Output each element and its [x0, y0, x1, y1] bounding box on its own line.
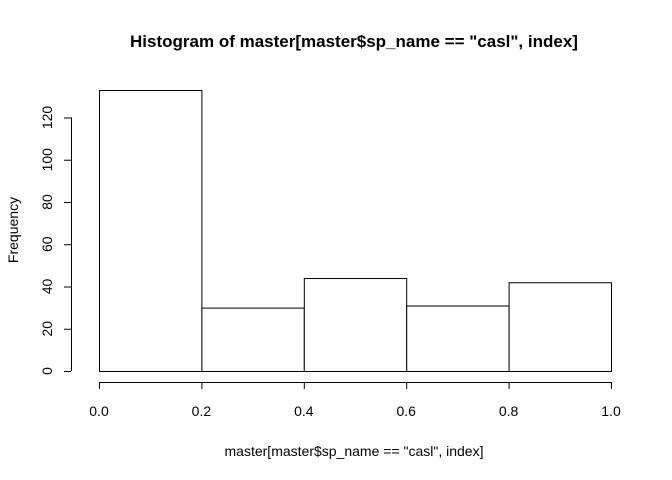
x-tick-label: 0.2 [192, 403, 212, 419]
x-tick-label: 1.0 [601, 403, 621, 419]
histogram-bar [303, 278, 408, 372]
y-tick-label: 0 [39, 367, 55, 375]
chart-title: Histogram of master[master$sp_name == "c… [130, 32, 578, 51]
histogram-bar [201, 307, 305, 373]
histogram-bar [99, 90, 203, 372]
y-tick-label: 60 [39, 236, 55, 252]
y-tick-label: 40 [39, 278, 55, 294]
x-tick-label: 0.8 [499, 403, 519, 419]
x-tick-label: 0.6 [396, 403, 416, 419]
x-tick-label: 0.0 [89, 403, 109, 419]
y-tick-label: 80 [39, 194, 55, 210]
histogram-bar [508, 282, 613, 372]
x-axis: 0.0 0.2 0.4 0.6 0.8 1.0 [89, 382, 621, 419]
y-axis: 0 20 40 60 80 100 120 [39, 106, 72, 375]
histogram-bar [406, 305, 510, 372]
y-tick-label: 100 [39, 148, 55, 172]
x-axis-label: master[master$sp_name == "casl", index] [225, 443, 484, 459]
y-tick-label: 120 [39, 106, 55, 130]
x-tick-label: 0.4 [294, 403, 314, 419]
bars-group [99, 90, 613, 373]
y-tick-label: 20 [39, 321, 55, 337]
y-axis-label: Frequency [5, 197, 21, 263]
